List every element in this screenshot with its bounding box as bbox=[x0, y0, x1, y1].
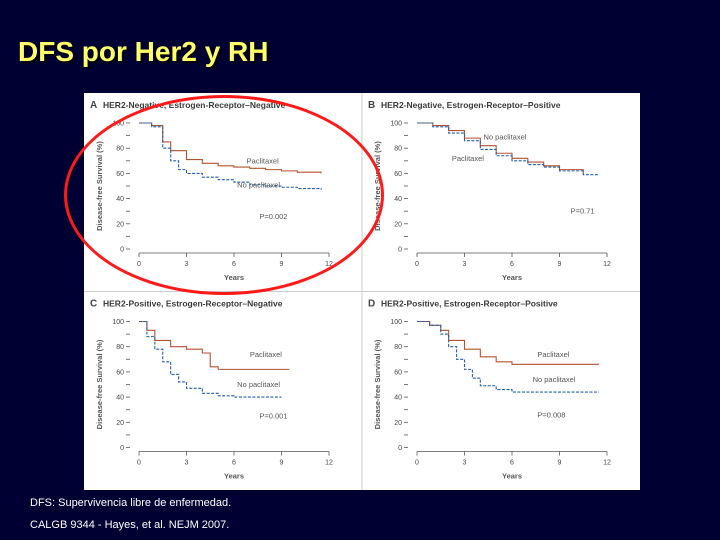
curve-annotation: P=0.002 bbox=[259, 212, 287, 221]
km-figure-svg: A HER2-Negative, Estrogen-Receptor–Negati… bbox=[84, 93, 640, 490]
x-tick-label: 9 bbox=[280, 261, 284, 268]
panel-letter: A bbox=[90, 100, 97, 111]
series-line-paclitaxel bbox=[417, 122, 584, 174]
series-line-no-paclitaxel bbox=[417, 320, 600, 393]
x-tick-label: 9 bbox=[558, 261, 562, 268]
slide-title: DFS por Her2 y RH bbox=[18, 36, 269, 67]
x-tick-label: 12 bbox=[603, 261, 611, 268]
curve-annotation: No paclitaxel bbox=[533, 375, 576, 384]
series-line-paclitaxel bbox=[139, 122, 322, 174]
x-tick-label: 0 bbox=[137, 460, 141, 467]
panel-title: HER2-Negative, Estrogen-Receptor–Positiv… bbox=[381, 100, 561, 110]
x-tick-label: 3 bbox=[463, 460, 467, 467]
y-tick-label: 40 bbox=[116, 395, 124, 402]
x-tick-label: 0 bbox=[415, 460, 419, 467]
panel-title: HER2-Negative, Estrogen-Receptor–Negativ… bbox=[103, 100, 286, 110]
panel-letter: D bbox=[368, 299, 375, 310]
y-tick-label: 100 bbox=[112, 121, 124, 128]
panel-title: HER2-Positive, Estrogen-Receptor–Negativ… bbox=[103, 299, 283, 309]
x-tick-label: 6 bbox=[232, 460, 236, 467]
y-tick-label: 20 bbox=[116, 221, 124, 228]
y-tick-label: 20 bbox=[116, 420, 124, 427]
y-axis-label: Disease-free Survival (%) bbox=[373, 141, 382, 231]
x-tick-label: 9 bbox=[280, 460, 284, 467]
y-tick-label: 20 bbox=[394, 420, 402, 427]
y-tick-label: 20 bbox=[394, 221, 402, 228]
x-tick-label: 12 bbox=[325, 261, 333, 268]
x-tick-label: 3 bbox=[185, 261, 189, 268]
y-tick-label: 0 bbox=[120, 445, 124, 452]
y-tick-label: 60 bbox=[394, 171, 402, 178]
x-axis-label: Years bbox=[502, 273, 522, 282]
curve-annotation: P=0.001 bbox=[259, 412, 287, 421]
x-tick-label: 12 bbox=[325, 460, 333, 467]
panel-c: C HER2-Positive, Estrogen-Receptor–Negati… bbox=[90, 299, 333, 481]
footnote-dfs: DFS: Supervivencia libre de enfermedad. bbox=[30, 497, 232, 509]
y-tick-label: 0 bbox=[398, 247, 402, 254]
y-axis-label: Disease-free Survival (%) bbox=[95, 141, 104, 231]
y-tick-label: 0 bbox=[398, 445, 402, 452]
x-tick-label: 3 bbox=[185, 460, 189, 467]
x-tick-label: 3 bbox=[463, 261, 467, 268]
x-tick-label: 12 bbox=[603, 460, 611, 467]
curve-annotation: No paclitaxel bbox=[237, 180, 280, 189]
panel-letter: B bbox=[368, 100, 375, 111]
y-tick-label: 40 bbox=[394, 196, 402, 203]
panel-d: D HER2-Positive, Estrogen-Receptor–Positi… bbox=[368, 299, 611, 481]
x-tick-label: 6 bbox=[232, 261, 236, 268]
x-tick-label: 0 bbox=[415, 261, 419, 268]
curve-annotation: No paclitaxel bbox=[484, 132, 527, 141]
curve-annotation: No paclitaxel bbox=[237, 380, 280, 389]
curve-annotation: Paclitaxel bbox=[247, 156, 279, 165]
x-tick-label: 9 bbox=[558, 460, 562, 467]
y-tick-label: 40 bbox=[394, 395, 402, 402]
y-tick-label: 100 bbox=[390, 319, 402, 326]
series-line-no-paclitaxel bbox=[417, 122, 600, 176]
x-axis-label: Years bbox=[224, 472, 244, 481]
y-axis-label: Disease-free Survival (%) bbox=[95, 339, 104, 429]
series-line-no-paclitaxel bbox=[139, 320, 282, 398]
x-tick-label: 0 bbox=[137, 261, 141, 268]
y-tick-label: 80 bbox=[116, 146, 124, 153]
y-tick-label: 60 bbox=[116, 171, 124, 178]
curve-annotation: Paclitaxel bbox=[250, 350, 282, 359]
y-tick-label: 60 bbox=[394, 369, 402, 376]
series-line-no-paclitaxel bbox=[139, 122, 322, 190]
km-figure: A HER2-Negative, Estrogen-Receptor–Negati… bbox=[84, 93, 640, 490]
y-tick-label: 100 bbox=[390, 121, 402, 128]
x-axis-label: Years bbox=[502, 472, 522, 481]
footnote-citation: CALGB 9344 - Hayes, et al. NEJM 2007. bbox=[30, 519, 230, 531]
y-tick-label: 80 bbox=[394, 146, 402, 153]
y-axis-label: Disease-free Survival (%) bbox=[373, 339, 382, 429]
panel-letter: C bbox=[90, 299, 97, 310]
series-line-paclitaxel bbox=[417, 320, 600, 365]
y-tick-label: 80 bbox=[394, 344, 402, 351]
curve-annotation: Paclitaxel bbox=[537, 350, 569, 359]
panel-title: HER2-Positive, Estrogen-Receptor–Positiv… bbox=[381, 299, 558, 309]
panel-a: A HER2-Negative, Estrogen-Receptor–Negati… bbox=[90, 100, 333, 282]
y-tick-label: 80 bbox=[116, 344, 124, 351]
y-tick-label: 0 bbox=[120, 247, 124, 254]
y-tick-label: 100 bbox=[112, 319, 124, 326]
x-axis-label: Years bbox=[224, 273, 244, 282]
curve-annotation: P=0.008 bbox=[537, 410, 565, 419]
panel-b: B HER2-Negative, Estrogen-Receptor–Positi… bbox=[368, 100, 611, 282]
x-tick-label: 6 bbox=[510, 261, 514, 268]
x-tick-label: 6 bbox=[510, 460, 514, 467]
curve-annotation: Paclitaxel bbox=[452, 154, 484, 163]
series-line-paclitaxel bbox=[139, 320, 290, 370]
y-tick-label: 60 bbox=[116, 369, 124, 376]
y-tick-label: 40 bbox=[116, 196, 124, 203]
curve-annotation: P=0.71 bbox=[571, 207, 595, 216]
